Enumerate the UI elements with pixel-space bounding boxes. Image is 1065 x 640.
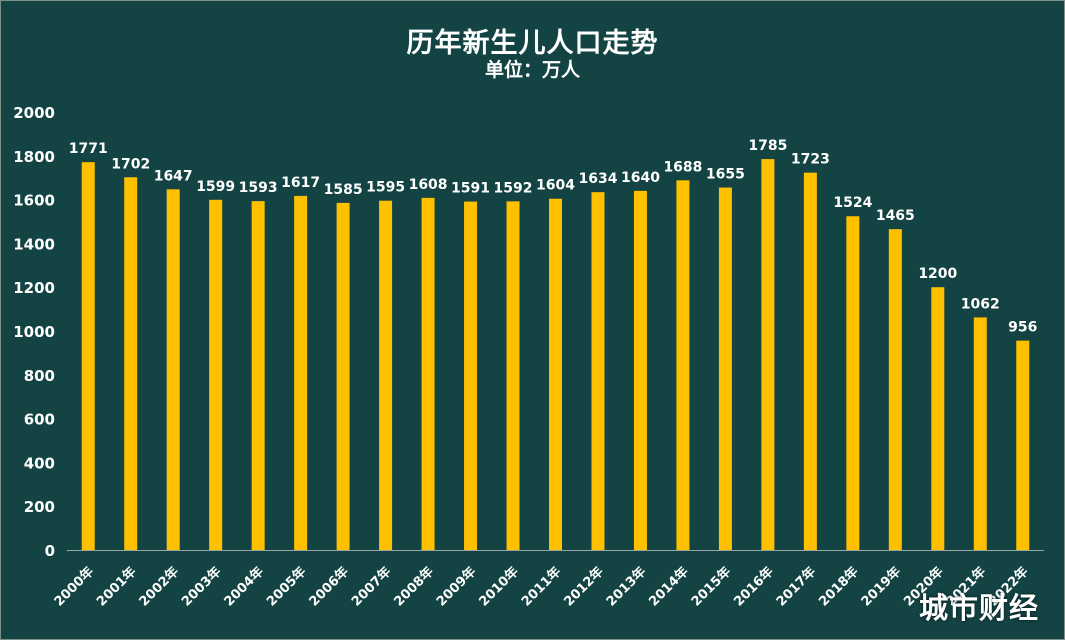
data-label: 1647 [154,168,193,184]
data-label: 1465 [876,208,915,224]
bar [506,201,520,551]
bar [676,180,690,550]
x-tick-label: 2011年 [518,564,564,610]
bar [124,177,138,550]
data-label: 1595 [366,180,405,196]
data-label: 1585 [324,182,363,198]
bar [209,199,223,550]
data-label: 956 [1008,320,1037,336]
bar [294,195,308,550]
x-tick-label: 2001年 [93,564,139,610]
chart-subtitle: 单位：万人 [484,59,580,81]
bar [251,201,265,550]
y-tick-label: 1400 [13,235,55,253]
data-label: 1688 [663,159,702,175]
data-label: 1634 [578,171,617,187]
x-tick-label: 2005年 [263,564,309,610]
x-tick-label: 2016年 [731,564,777,610]
bar [973,317,987,550]
data-label: 1702 [111,156,150,172]
data-label: 1655 [706,167,745,183]
x-tick-label: 2017年 [773,564,819,610]
y-tick-label: 800 [24,367,55,385]
data-label: 1604 [536,178,575,194]
bar [421,197,435,550]
data-label: 1785 [748,138,787,154]
y-tick-label: 200 [24,498,55,516]
y-tick-label: 0 [45,542,55,560]
bar [761,159,775,550]
x-tick-label: 2003年 [178,564,224,610]
x-tick-label: 2002年 [136,564,182,610]
data-label: 1608 [409,177,448,193]
bar [549,198,562,550]
x-tick-label: 2012年 [561,564,607,610]
y-tick-label: 400 [24,454,55,472]
x-tick-label: 2000年 [51,564,97,610]
x-tick-label: 2007年 [348,564,394,610]
data-label: 1640 [621,170,660,186]
x-tick-label: 2009年 [433,564,479,610]
bar [888,229,902,551]
y-tick-label: 1200 [13,279,55,297]
data-label: 1593 [239,180,278,196]
x-tick-label: 2006年 [306,564,352,610]
bar [81,162,95,550]
data-label: 1723 [791,152,830,168]
bar [336,202,350,550]
data-label: 1617 [281,175,320,191]
y-tick-label: 600 [24,411,55,429]
x-tick-label: 2008年 [391,564,437,610]
bar [718,187,732,550]
x-tick-label: 2013年 [603,564,649,610]
bar [379,200,393,550]
data-label: 1591 [451,181,490,197]
x-tick-label: 2015年 [688,564,734,610]
x-tick-label: 2014年 [646,564,692,610]
y-tick-label: 2000 [13,104,55,122]
bar [931,287,945,550]
y-tick-label: 1000 [13,323,55,341]
watermark-text: 城市财经 [919,591,1040,625]
bar [803,172,817,550]
y-tick-label: 1600 [13,192,55,210]
chart-title: 历年新生儿人口走势 [406,28,659,59]
bar [633,190,647,550]
data-label: 1062 [961,296,1000,312]
y-tick-label: 1800 [13,148,55,166]
bar [591,192,605,551]
bar [464,201,478,551]
x-tick-label: 2010年 [476,564,522,610]
data-label: 1592 [494,180,533,196]
bar [846,216,860,550]
data-label: 1771 [69,141,108,157]
bar [1016,340,1030,550]
data-label: 1599 [196,179,235,195]
x-tick-label: 2018年 [816,564,862,610]
x-tick-label: 2004年 [221,564,267,610]
data-label: 1200 [918,266,957,282]
data-label: 1524 [833,195,872,211]
bar [166,189,180,550]
x-tick-label: 2019年 [858,564,904,610]
